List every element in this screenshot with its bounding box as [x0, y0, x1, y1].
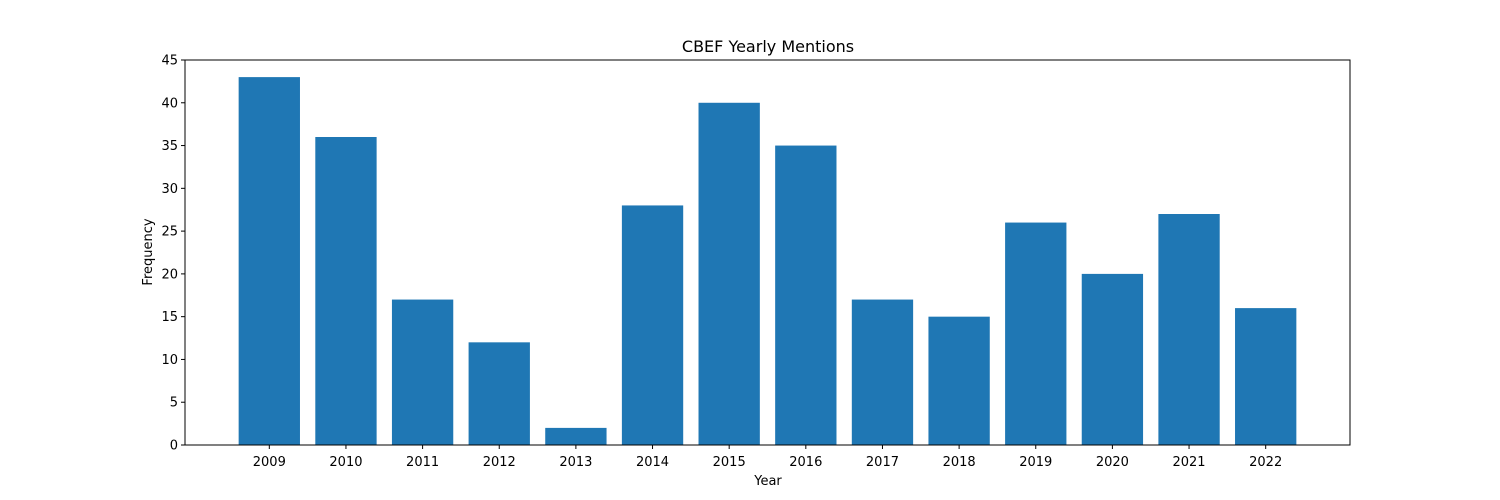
y-tick-label: 20 [161, 267, 178, 282]
bar-2015 [698, 102, 760, 445]
x-tick-label: 2022 [1249, 455, 1282, 470]
bar-2017 [851, 299, 914, 445]
y-tick-label: 10 [161, 353, 178, 368]
x-tick-label: 2015 [713, 455, 746, 470]
bar-2018 [928, 316, 990, 445]
bar-2022 [1235, 308, 1297, 445]
bar-2010 [315, 137, 377, 445]
x-tick-label: 2016 [789, 455, 822, 470]
x-tick-label: 2009 [253, 455, 286, 470]
x-tick-label: 2010 [329, 455, 362, 470]
y-tick-label: 5 [170, 396, 178, 411]
y-tick-label: 15 [161, 310, 178, 325]
bar-2020 [1081, 273, 1144, 445]
y-tick-label: 45 [161, 54, 178, 69]
x-tick-label: 2011 [406, 455, 439, 470]
x-tick-label: 2014 [636, 455, 669, 470]
plot-frame [184, 59, 1351, 446]
x-axis-title: Year [753, 474, 782, 489]
x-tick-label: 2012 [483, 455, 516, 470]
x-tick-label: 2020 [1096, 455, 1129, 470]
bar-2011 [391, 299, 454, 445]
y-tick-label: 40 [161, 96, 178, 111]
x-tick-label: 2018 [943, 455, 976, 470]
bar-2016 [775, 145, 837, 445]
bar-2014 [621, 205, 684, 445]
x-tick-label: 2017 [866, 455, 899, 470]
bar-2012 [468, 342, 530, 445]
bar-2009 [238, 77, 300, 446]
x-tick-label: 2019 [1019, 455, 1052, 470]
bar-2021 [1158, 214, 1220, 445]
plot-area: 2009 2010 2011 2012 2013 2014 2015 2016 2017 2018… [161, 54, 1297, 470]
y-tick-label: 35 [161, 139, 178, 154]
y-tick-label: 0 [170, 439, 178, 454]
bar-2019 [1005, 222, 1067, 445]
y-axis-title: Frequency [141, 218, 156, 285]
y-tick-label: 30 [161, 182, 178, 197]
x-tick-label: 2021 [1172, 455, 1205, 470]
bar-2013 [545, 427, 607, 445]
x-tick-label: 2013 [559, 455, 592, 470]
y-tick-label: 25 [161, 225, 178, 240]
chart-title: CBEF Yearly Mentions [682, 37, 854, 56]
